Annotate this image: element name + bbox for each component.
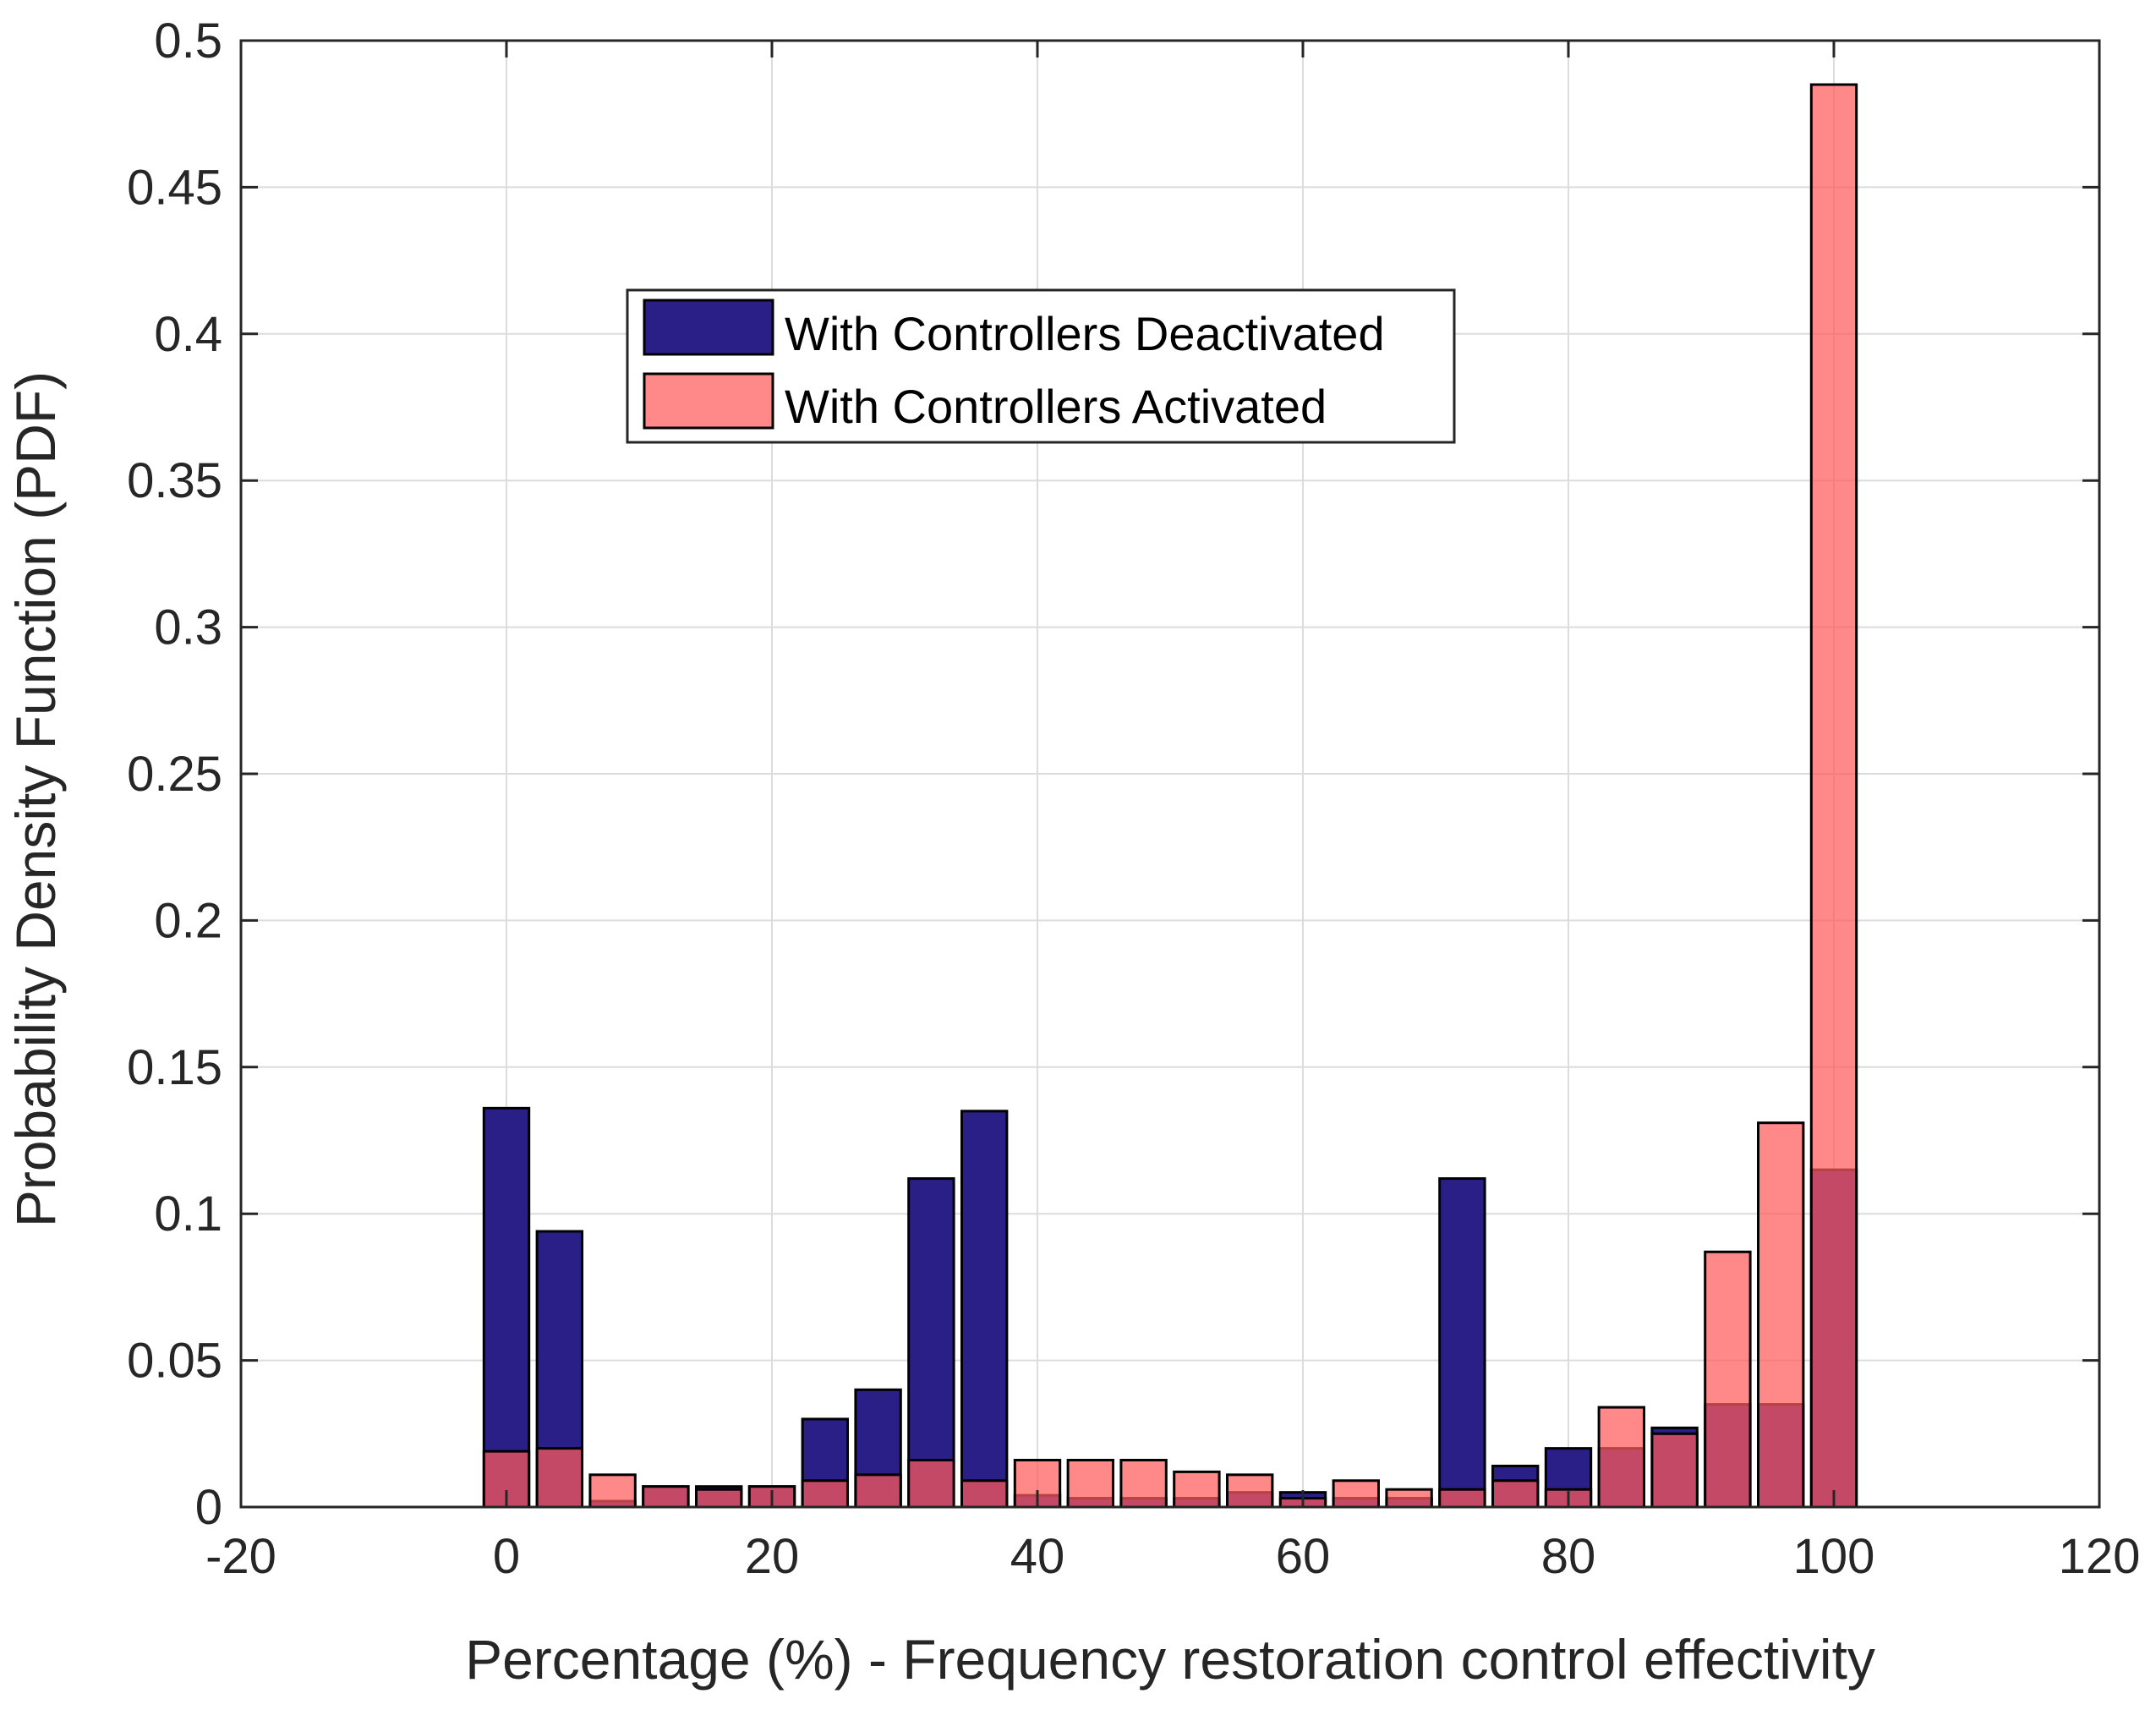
x-tick-label: 20 [745,1529,800,1584]
x-tick-label: 80 [1541,1529,1596,1584]
bar-activated-56 [1226,1473,1274,1509]
bar-activated-88 [1650,1432,1699,1509]
bar-deactivated-72 [1438,1177,1486,1509]
legend-swatch-activated [643,372,774,430]
bar-activated-48 [1119,1459,1168,1509]
bar-activated-28 [854,1473,902,1509]
axis-ticks: -20 0 20 40 60 80 100 12000.050.10.150.20.250.3… [127,14,2140,1584]
legend-swatch-deactivated [643,299,774,356]
x-axis-label: Percentage (%) - Frequency restoration c… [465,1628,1875,1691]
bar-activated-4 [535,1447,583,1509]
bar-deactivated-32 [907,1177,955,1509]
y-tick-label: 0.05 [127,1334,222,1389]
x-tick-label: 0 [493,1529,520,1584]
y-tick-label: 0.4 [154,307,222,362]
bar-activated-68 [1385,1488,1433,1509]
x-tick-label: 40 [1010,1529,1065,1584]
y-tick-label: 0.45 [127,160,222,215]
bar-activated-76 [1491,1479,1540,1509]
y-tick-label: 0.15 [127,1040,222,1095]
y-tick-label: 0.25 [127,747,222,802]
y-tick-label: 0.1 [154,1187,222,1241]
y-tick-label: 0 [195,1480,222,1535]
y-axis-label: Probability Density Function (PDF) [4,371,67,1227]
bar-activated-64 [1332,1479,1380,1509]
y-tick-label: 0.3 [154,600,222,655]
bar-activated-24 [801,1479,849,1509]
legend: With Controllers Deactivated With Contro… [626,288,1456,444]
x-tick-label: -20 [205,1529,276,1584]
x-tick-label: 100 [1793,1529,1875,1584]
legend-label-activated: With Controllers Activated [785,380,1327,433]
bar-deactivated-36 [960,1110,1009,1509]
y-tick-label: 0.2 [154,893,222,948]
bar-activated-100 [1809,83,1858,1509]
x-tick-label: 60 [1276,1529,1331,1584]
bar-activated-84 [1597,1406,1645,1509]
bar-activated-8 [588,1473,637,1509]
bar-activated-96 [1757,1121,1805,1509]
bar-activated-52 [1173,1470,1221,1509]
y-tick-label: 0.5 [154,14,222,69]
bar-activated-92 [1704,1250,1752,1509]
bar-activated-16 [695,1488,743,1509]
x-tick-label: 120 [2059,1529,2141,1584]
bar-activated-32 [907,1459,955,1509]
bar-activated-12 [642,1485,690,1509]
bar-activated-36 [960,1479,1009,1509]
bar-activated-72 [1438,1488,1486,1509]
y-tick-label: 0.35 [127,453,222,508]
bar-activated-44 [1066,1459,1114,1509]
bar-deactivated-0 [482,1106,531,1509]
legend-label-deactivated: With Controllers Deactivated [785,307,1385,360]
